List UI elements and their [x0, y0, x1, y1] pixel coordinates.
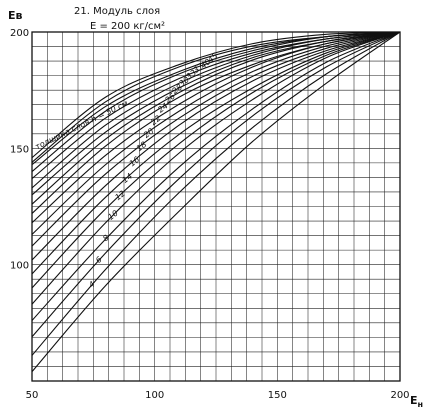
curves	[31, 31, 401, 373]
curve-6	[31, 31, 401, 275]
curve-15	[31, 31, 401, 180]
tick-labels: 50 100 150 200 100 150 200	[10, 28, 410, 401]
curve-18	[31, 31, 401, 163]
curve-1	[31, 31, 401, 356]
curve-label-4: 4	[87, 280, 97, 290]
curve-19	[31, 31, 401, 159]
x-tick-label-2: 150	[268, 390, 287, 401]
curve-2	[31, 31, 401, 338]
chart-title: 21. Модуль слоя	[74, 6, 160, 17]
plot-frame	[31, 31, 401, 382]
curve-0	[31, 31, 401, 373]
y-tick-label-1: 150	[10, 144, 29, 155]
x-tick-label-0: 50	[26, 390, 39, 401]
y-tick-label-2: 200	[10, 28, 29, 39]
curve-label-6: 6	[94, 255, 104, 265]
curve-5	[31, 31, 401, 289]
curve-label-8: 8	[101, 233, 111, 243]
y-axis-title: Eв	[8, 9, 23, 22]
curve-3	[31, 31, 401, 321]
curve-11	[31, 31, 401, 214]
x-axis-title-subscript: н	[418, 400, 424, 408]
curve-9	[31, 31, 401, 235]
curve-13	[31, 31, 401, 196]
x-tick-label-3: 200	[390, 390, 409, 401]
curve-7	[31, 31, 401, 261]
x-axis-title-main: E	[410, 394, 418, 407]
chart-subtitle: E = 200 кг/см²	[90, 21, 165, 32]
curve-8	[31, 31, 401, 247]
x-tick-label-1: 100	[145, 390, 164, 401]
x-axis-title: Eн	[410, 394, 423, 408]
y-tick-label-0: 100	[10, 261, 29, 272]
curve-4	[31, 31, 401, 305]
